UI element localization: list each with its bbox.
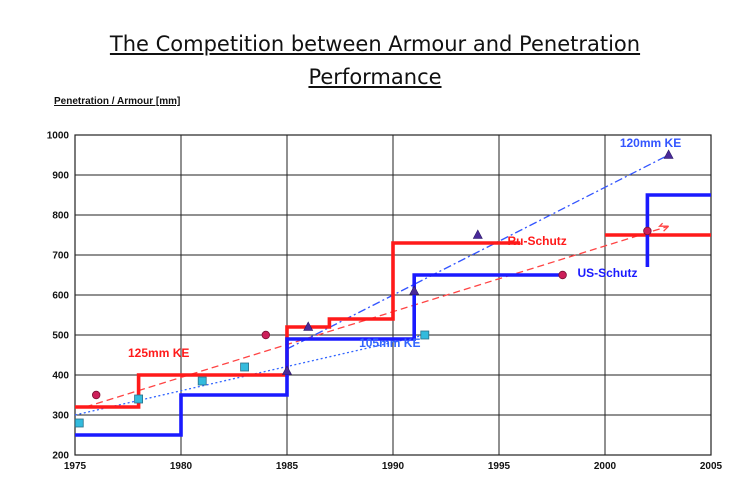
data-point-circle — [643, 226, 652, 236]
series-line — [645, 193, 711, 267]
data-point-triangle — [282, 365, 292, 375]
y-tick-label: 400 — [52, 371, 69, 382]
data-point-circle — [91, 390, 101, 400]
y-axis-label: Penetration / Armour [mm] — [54, 96, 181, 107]
data-point-square — [197, 376, 207, 386]
x-tick-label: 1980 — [170, 461, 193, 472]
x-tick-label: 2005 — [700, 461, 723, 472]
data-point-square — [74, 418, 84, 428]
y-tick-label: 800 — [52, 211, 69, 222]
data-point-circle — [261, 330, 270, 340]
data-point-triangle — [303, 321, 314, 331]
y-tick-label: 900 — [52, 171, 69, 182]
data-point-square — [240, 362, 250, 372]
y-tick-label: 500 — [52, 331, 69, 342]
chart-title-line-1: The Competition between Armour and Penet… — [109, 32, 641, 56]
data-point-triangle — [663, 149, 674, 159]
series-annotation: 125mm KE — [128, 346, 189, 360]
x-tick-label: 1990 — [382, 461, 405, 472]
x-tick-label: 1985 — [276, 461, 299, 472]
data-point-circle — [558, 270, 567, 280]
chart-title: The Competition between Armour and Penet… — [0, 28, 750, 94]
series-annotation: Ru-Schutz — [507, 234, 566, 248]
y-tick-label: 1000 — [47, 131, 70, 142]
data-point-square — [420, 330, 430, 340]
plot-frame — [74, 134, 712, 456]
series-annotation: 120mm KE — [620, 136, 681, 150]
y-tick-label: 600 — [52, 291, 69, 302]
y-tick-label: 700 — [52, 251, 69, 262]
series-annotation: 105mm KE — [359, 336, 420, 350]
y-tick-label: 200 — [52, 451, 69, 462]
data-point-triangle — [409, 285, 420, 295]
trend-arrow-head — [658, 222, 670, 232]
series-annotation: US-Schutz — [577, 266, 637, 280]
y-tick-label: 300 — [52, 411, 69, 422]
x-tick-label: 2000 — [594, 461, 617, 472]
data-point-square — [134, 394, 144, 404]
trend-line — [286, 154, 669, 350]
trend-line — [74, 334, 425, 416]
x-tick-label: 1975 — [64, 461, 87, 472]
trend-line — [85, 225, 669, 408]
data-point-triangle — [472, 229, 483, 239]
x-tick-label: 1995 — [488, 461, 511, 472]
chart-title-line-2: Performance — [308, 65, 442, 89]
